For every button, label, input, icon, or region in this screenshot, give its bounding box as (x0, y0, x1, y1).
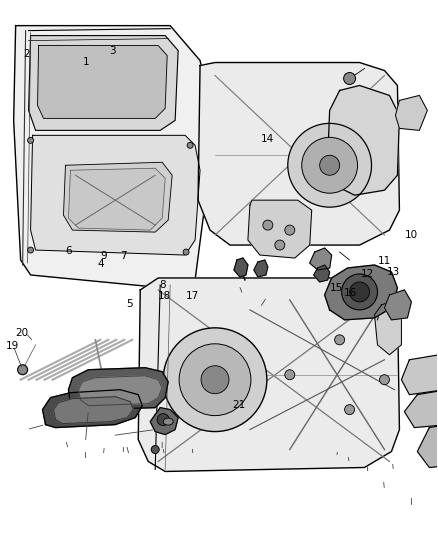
Polygon shape (325, 265, 397, 320)
Polygon shape (198, 62, 399, 245)
Circle shape (151, 446, 159, 454)
Polygon shape (31, 135, 200, 255)
Polygon shape (310, 248, 332, 270)
Polygon shape (374, 300, 401, 355)
Circle shape (201, 366, 229, 394)
Polygon shape (150, 408, 178, 434)
Polygon shape (64, 162, 172, 232)
Circle shape (163, 328, 267, 432)
Circle shape (342, 274, 378, 310)
Circle shape (288, 123, 371, 207)
Polygon shape (53, 397, 133, 424)
Polygon shape (38, 46, 167, 118)
Text: 2: 2 (24, 49, 30, 59)
Polygon shape (328, 85, 399, 195)
Circle shape (285, 370, 295, 379)
Text: 20: 20 (15, 328, 28, 338)
Polygon shape (42, 390, 142, 427)
Text: 9: 9 (100, 251, 106, 261)
Polygon shape (28, 36, 178, 131)
Text: 3: 3 (109, 46, 115, 56)
Polygon shape (314, 265, 330, 282)
Circle shape (28, 138, 34, 143)
Text: 13: 13 (387, 267, 400, 277)
Text: 12: 12 (361, 270, 374, 279)
Polygon shape (254, 260, 268, 277)
Text: 21: 21 (232, 400, 245, 410)
Circle shape (320, 155, 339, 175)
Text: 18: 18 (158, 290, 171, 301)
Polygon shape (68, 368, 168, 410)
Circle shape (183, 249, 189, 255)
Text: 11: 11 (378, 256, 392, 266)
Text: 10: 10 (405, 230, 418, 240)
Circle shape (345, 405, 355, 415)
Text: 1: 1 (82, 57, 89, 67)
Polygon shape (14, 26, 215, 290)
Circle shape (350, 282, 370, 302)
Text: 7: 7 (120, 251, 126, 261)
Text: 17: 17 (186, 290, 199, 301)
Circle shape (263, 220, 273, 230)
Polygon shape (138, 278, 399, 472)
Polygon shape (248, 200, 312, 258)
Circle shape (18, 365, 28, 375)
Circle shape (343, 72, 356, 84)
Circle shape (302, 138, 357, 193)
Text: 4: 4 (98, 259, 104, 269)
Polygon shape (396, 95, 427, 131)
Circle shape (179, 344, 251, 416)
Text: 19: 19 (6, 341, 20, 351)
Circle shape (379, 375, 389, 385)
Circle shape (335, 335, 345, 345)
Circle shape (275, 240, 285, 250)
Polygon shape (78, 376, 162, 406)
Polygon shape (401, 355, 438, 394)
Polygon shape (385, 290, 411, 320)
Polygon shape (417, 424, 438, 467)
Circle shape (28, 247, 34, 253)
Text: 5: 5 (126, 298, 133, 309)
Text: 15: 15 (330, 283, 343, 293)
Circle shape (285, 225, 295, 235)
Polygon shape (68, 168, 165, 230)
Circle shape (157, 414, 169, 425)
Polygon shape (234, 258, 248, 277)
Text: 6: 6 (65, 246, 72, 255)
Text: 8: 8 (159, 280, 166, 290)
Text: 14: 14 (261, 134, 274, 144)
Text: 16: 16 (343, 288, 357, 298)
Circle shape (187, 142, 193, 148)
Polygon shape (404, 390, 438, 427)
Ellipse shape (163, 418, 173, 425)
